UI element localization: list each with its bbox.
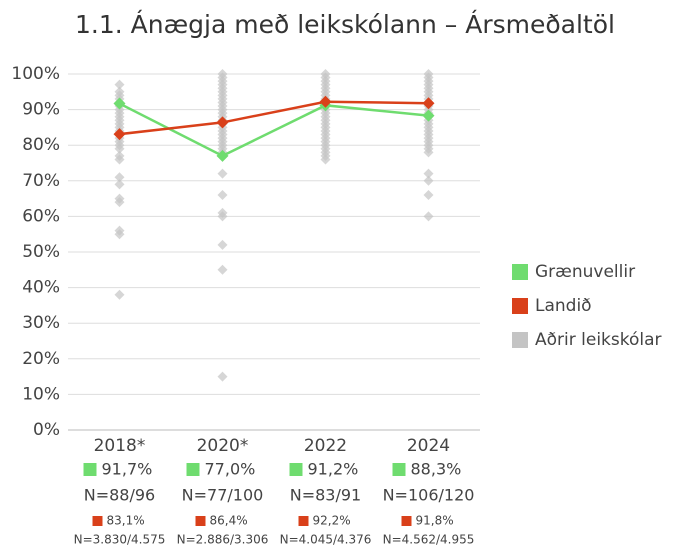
legend-swatch xyxy=(512,298,528,314)
green-value-label: 91,2% xyxy=(308,460,359,479)
other-school-point xyxy=(217,211,228,222)
y-tick-label: 80% xyxy=(22,135,60,155)
other-school-point xyxy=(114,172,125,183)
red-n-label: N=3.830/4.575 xyxy=(74,533,166,547)
series-marker xyxy=(113,128,126,141)
other-school-point xyxy=(217,371,228,382)
y-tick-label: 40% xyxy=(22,278,60,298)
series-marker xyxy=(319,95,332,108)
green-square xyxy=(289,463,303,476)
other-school-point xyxy=(217,168,228,179)
red-value-label: 83,1% xyxy=(107,514,145,528)
other-school-point xyxy=(114,154,125,165)
x-tick-label: 2020* xyxy=(197,436,249,456)
other-school-point xyxy=(114,289,125,300)
other-school-point xyxy=(320,154,331,165)
red-value-label: 86,4% xyxy=(210,514,248,528)
y-tick-label: 20% xyxy=(22,349,60,369)
green-value-label: 88,3% xyxy=(411,460,462,479)
green-value-label: 91,7% xyxy=(102,460,153,479)
red-value-label: 91,8% xyxy=(416,514,454,528)
red-n-label: N=2.886/3.306 xyxy=(177,533,269,547)
other-school-point xyxy=(217,190,228,201)
legend-label: Aðrir leikskólar xyxy=(535,330,662,350)
y-tick-label: 60% xyxy=(22,206,60,226)
other-school-point xyxy=(114,179,125,190)
other-school-point xyxy=(217,264,228,275)
y-tick-label: 70% xyxy=(22,171,60,191)
y-tick-label: 50% xyxy=(22,242,60,262)
y-tick-label: 0% xyxy=(33,420,60,440)
green-n-label: N=83/91 xyxy=(290,486,361,505)
other-school-point xyxy=(423,168,434,179)
chart-title: 1.1. Ánægja með leikskólann – Ársmeðaltö… xyxy=(75,10,615,39)
legend-swatch xyxy=(512,264,528,280)
legend-label: Landið xyxy=(535,296,592,316)
green-value-label: 77,0% xyxy=(205,460,256,479)
y-tick-label: 10% xyxy=(22,384,60,404)
green-square xyxy=(83,463,97,476)
other-school-point xyxy=(114,197,125,208)
other-school-point xyxy=(423,211,434,222)
series-line xyxy=(119,100,429,136)
series-marker xyxy=(422,109,435,122)
other-school-point xyxy=(423,147,434,158)
red-square xyxy=(195,516,206,526)
green-n-label: N=77/100 xyxy=(182,486,264,505)
series-marker xyxy=(113,97,126,110)
other-school-point xyxy=(423,175,434,186)
series-marker xyxy=(422,97,435,110)
red-n-label: N=4.562/4.955 xyxy=(383,533,475,547)
y-tick-label: 90% xyxy=(22,100,60,120)
red-square xyxy=(401,516,412,526)
series-marker xyxy=(216,116,229,129)
series-marker xyxy=(216,149,229,162)
y-tick-label: 30% xyxy=(22,313,60,333)
other-school-point xyxy=(114,79,125,90)
other-school-point xyxy=(217,239,228,250)
green-square xyxy=(186,463,200,476)
x-tick-label: 2024 xyxy=(407,436,450,456)
other-school-point xyxy=(423,190,434,201)
legend-label: Grænuvellir xyxy=(535,262,635,282)
series-line xyxy=(118,102,429,158)
green-square xyxy=(392,463,406,476)
red-square xyxy=(298,516,309,526)
x-tick-label: 2022 xyxy=(304,436,347,456)
other-school-point xyxy=(114,229,125,240)
green-n-label: N=88/96 xyxy=(84,486,155,505)
red-square xyxy=(92,516,103,526)
red-n-label: N=4.045/4.376 xyxy=(280,533,372,547)
other-school-point xyxy=(114,143,125,154)
legend-swatch xyxy=(512,332,528,348)
y-tick-label: 100% xyxy=(11,64,60,84)
green-n-label: N=106/120 xyxy=(383,486,475,505)
x-tick-label: 2018* xyxy=(94,436,146,456)
red-value-label: 92,2% xyxy=(313,514,351,528)
